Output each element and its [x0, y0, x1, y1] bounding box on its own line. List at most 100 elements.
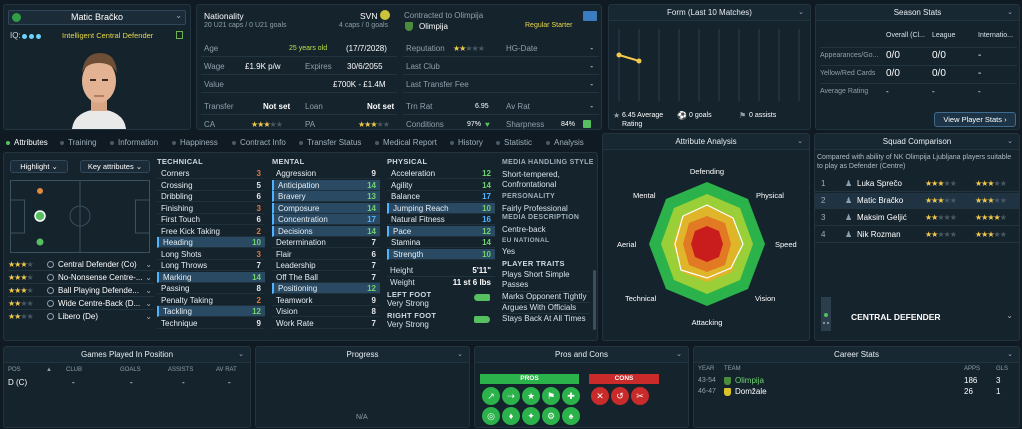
role-row[interactable]: ★★★★ Ball Playing Defende... ⌄ [8, 286, 154, 297]
pro-icon[interactable]: ✦ [522, 407, 540, 425]
attribute-row[interactable]: Anticipation 14 [272, 179, 380, 191]
attribute-row[interactable]: Jumping Reach 10 [387, 202, 495, 214]
height-label: Height [390, 266, 414, 275]
attribute-row[interactable]: Strength 10 [387, 248, 495, 260]
attribute-row[interactable]: First Touch 6 [157, 214, 265, 225]
season-row-label: Yellow/Red Cards [820, 70, 876, 77]
attribute-row[interactable]: Acceleration 12 [387, 168, 495, 179]
progress-title[interactable]: Progress ⌄ [256, 347, 469, 363]
attribute-row[interactable]: Technique 9 [157, 318, 265, 329]
key-attributes-dropdown[interactable]: Key attributes ⌄ [80, 160, 150, 173]
tab-transfer-status[interactable]: Transfer Status [299, 137, 361, 149]
career-title[interactable]: Career Stats ⌄ [694, 347, 1019, 363]
career-team[interactable]: Olimpija [735, 376, 764, 385]
transfer-value[interactable]: Not set [263, 102, 291, 111]
attribute-row[interactable]: Vision 8 [272, 306, 380, 317]
attribute-row[interactable]: Long Throws 7 [157, 260, 265, 271]
proscons-title[interactable]: Pros and Cons ⌄ [475, 347, 688, 363]
squad-player-row[interactable]: 2 ♟ Matic Bračko ★★★★★ ★★★★★ [815, 193, 1019, 209]
attribute-row[interactable]: Tackling 12 [157, 306, 265, 317]
role-row[interactable]: ★★★★ Central Defender (Co) ⌄ [8, 260, 154, 271]
attribute-row[interactable]: Stamina 14 [387, 237, 495, 248]
pro-icon[interactable]: ↗ [482, 387, 500, 405]
pro-icon[interactable]: ⚑ [542, 387, 560, 405]
attribute-value: 9 [371, 169, 376, 178]
attribute-row[interactable]: Long Shots 3 [157, 249, 265, 260]
attribute-row[interactable]: Passing 8 [157, 283, 265, 294]
tab-statistic[interactable]: Statistic [496, 137, 532, 149]
squad-player-name: Luka Sprečo [857, 179, 902, 188]
tab-information[interactable]: Information [110, 137, 158, 149]
con-icon[interactable]: ✂ [631, 387, 649, 405]
pro-icon[interactable]: ⇢ [502, 387, 520, 405]
career-team[interactable]: Domžale [735, 387, 767, 396]
analysis-title[interactable]: Attribute Analysis ⌄ [603, 134, 809, 150]
role-row[interactable]: ★★★★ Wide Centre-Back (D... ⌄ [8, 299, 154, 310]
chevron-down-icon: ⌄ [238, 351, 244, 358]
tab-medical-report[interactable]: Medical Report [375, 137, 437, 149]
attribute-row[interactable]: Work Rate 7 [272, 318, 380, 329]
squad-player-row[interactable]: 3 ♟ Maksim Geljić ★★★★★ ★★★★★ [815, 210, 1019, 226]
attribute-row[interactable]: Corners 3 [157, 168, 265, 179]
attribute-row[interactable]: Heading 10 [157, 237, 265, 248]
highlight-dropdown[interactable]: Highlight ⌄ [10, 160, 68, 173]
media-style-value: Short-tempered, Confrontational [502, 170, 560, 189]
attribute-row[interactable]: Marking 14 [157, 271, 265, 283]
chevron-down-icon: ⌄ [797, 138, 803, 145]
squad-status: Regular Starter [525, 22, 573, 29]
tab-history[interactable]: History [450, 137, 483, 149]
loan-value[interactable]: Not set [367, 102, 395, 111]
attribute-row[interactable]: Off The Ball 7 [272, 272, 380, 283]
attribute-row[interactable]: Flair 6 [272, 249, 380, 260]
attribute-row[interactable]: Bravery 13 [272, 191, 380, 202]
attribute-row[interactable]: Crossing 5 [157, 180, 265, 191]
attribute-row[interactable]: Aggression 9 [272, 168, 380, 179]
pa-stars: ★★★★★ [358, 120, 390, 129]
traits-scrollbar[interactable] [593, 270, 596, 330]
attribute-row[interactable]: Leadership 7 [272, 260, 380, 271]
pro-icon[interactable]: ⚙ [542, 407, 560, 425]
pro-icon[interactable]: ♦ [502, 407, 520, 425]
chevron-down-icon[interactable]: ⌄ [1006, 311, 1013, 320]
season-title[interactable]: Season Stats ⌄ [816, 5, 1019, 21]
attribute-row[interactable]: Pace 12 [387, 225, 495, 237]
tab-training[interactable]: Training [60, 137, 97, 149]
attribute-row[interactable]: Finishing 3 [157, 203, 265, 214]
attribute-row[interactable]: Teamwork 9 [272, 295, 380, 306]
attribute-row[interactable]: Determination 7 [272, 237, 380, 248]
attribute-row[interactable]: Penalty Taking 2 [157, 295, 265, 306]
pro-icon[interactable]: ♠ [562, 407, 580, 425]
squad-title[interactable]: Squad Comparison ⌄ [815, 134, 1019, 150]
games-title[interactable]: Games Played In Position ⌄ [4, 347, 250, 363]
con-icon[interactable]: ↺ [611, 387, 629, 405]
squad-player-row[interactable]: 4 ♟ Nik Rozman ★★★★★ ★★★★★ [815, 227, 1019, 243]
attribute-row[interactable]: Positioning 12 [272, 283, 380, 294]
attribute-row[interactable]: Dribbling 6 [157, 191, 265, 202]
attribute-row[interactable]: Agility 14 [387, 180, 495, 191]
attribute-value: 9 [256, 318, 261, 328]
tab-attributes[interactable]: Attributes [6, 137, 48, 149]
chevron-down-icon[interactable]: ⌄ [175, 11, 182, 20]
pro-icon[interactable]: ✚ [562, 387, 580, 405]
con-icon[interactable]: ✕ [591, 387, 609, 405]
form-title[interactable]: Form (Last 10 Matches) ⌄ [609, 5, 810, 21]
role-row[interactable]: ★★★★ Libero (De) ⌄ [8, 312, 152, 321]
tab-analysis[interactable]: Analysis [546, 137, 584, 149]
attribute-row[interactable]: Natural Fitness 16 [387, 214, 495, 225]
view-player-stats-button[interactable]: View Player Stats › [934, 112, 1016, 127]
attribute-row[interactable]: Decisions 14 [272, 225, 380, 237]
attribute-row[interactable]: Free Kick Taking 2 [157, 226, 265, 237]
role-row[interactable]: ★★★★ No-Nonsense Centre-... ⌄ [8, 273, 154, 284]
club-name[interactable]: Olimpija [419, 22, 448, 31]
squad-player-row[interactable]: 1 ♟ Luka Sprečo ★★★★★ ★★★★★ [815, 176, 1019, 192]
attribute-row[interactable]: Composure 14 [272, 202, 380, 214]
tab-contract-info[interactable]: Contract Info [232, 137, 286, 149]
tab-happiness[interactable]: Happiness [172, 137, 218, 149]
transfer-label: Transfer [204, 102, 234, 111]
attribute-row[interactable]: Concentration 17 [272, 214, 380, 225]
clipboard-icon[interactable] [176, 31, 183, 39]
pro-icon[interactable]: ◎ [482, 407, 500, 425]
attribute-row[interactable]: Balance 17 [387, 191, 495, 202]
pro-icon[interactable]: ★ [522, 387, 540, 405]
player-name-bar[interactable]: Matic Bračko ⌄ [8, 10, 186, 25]
